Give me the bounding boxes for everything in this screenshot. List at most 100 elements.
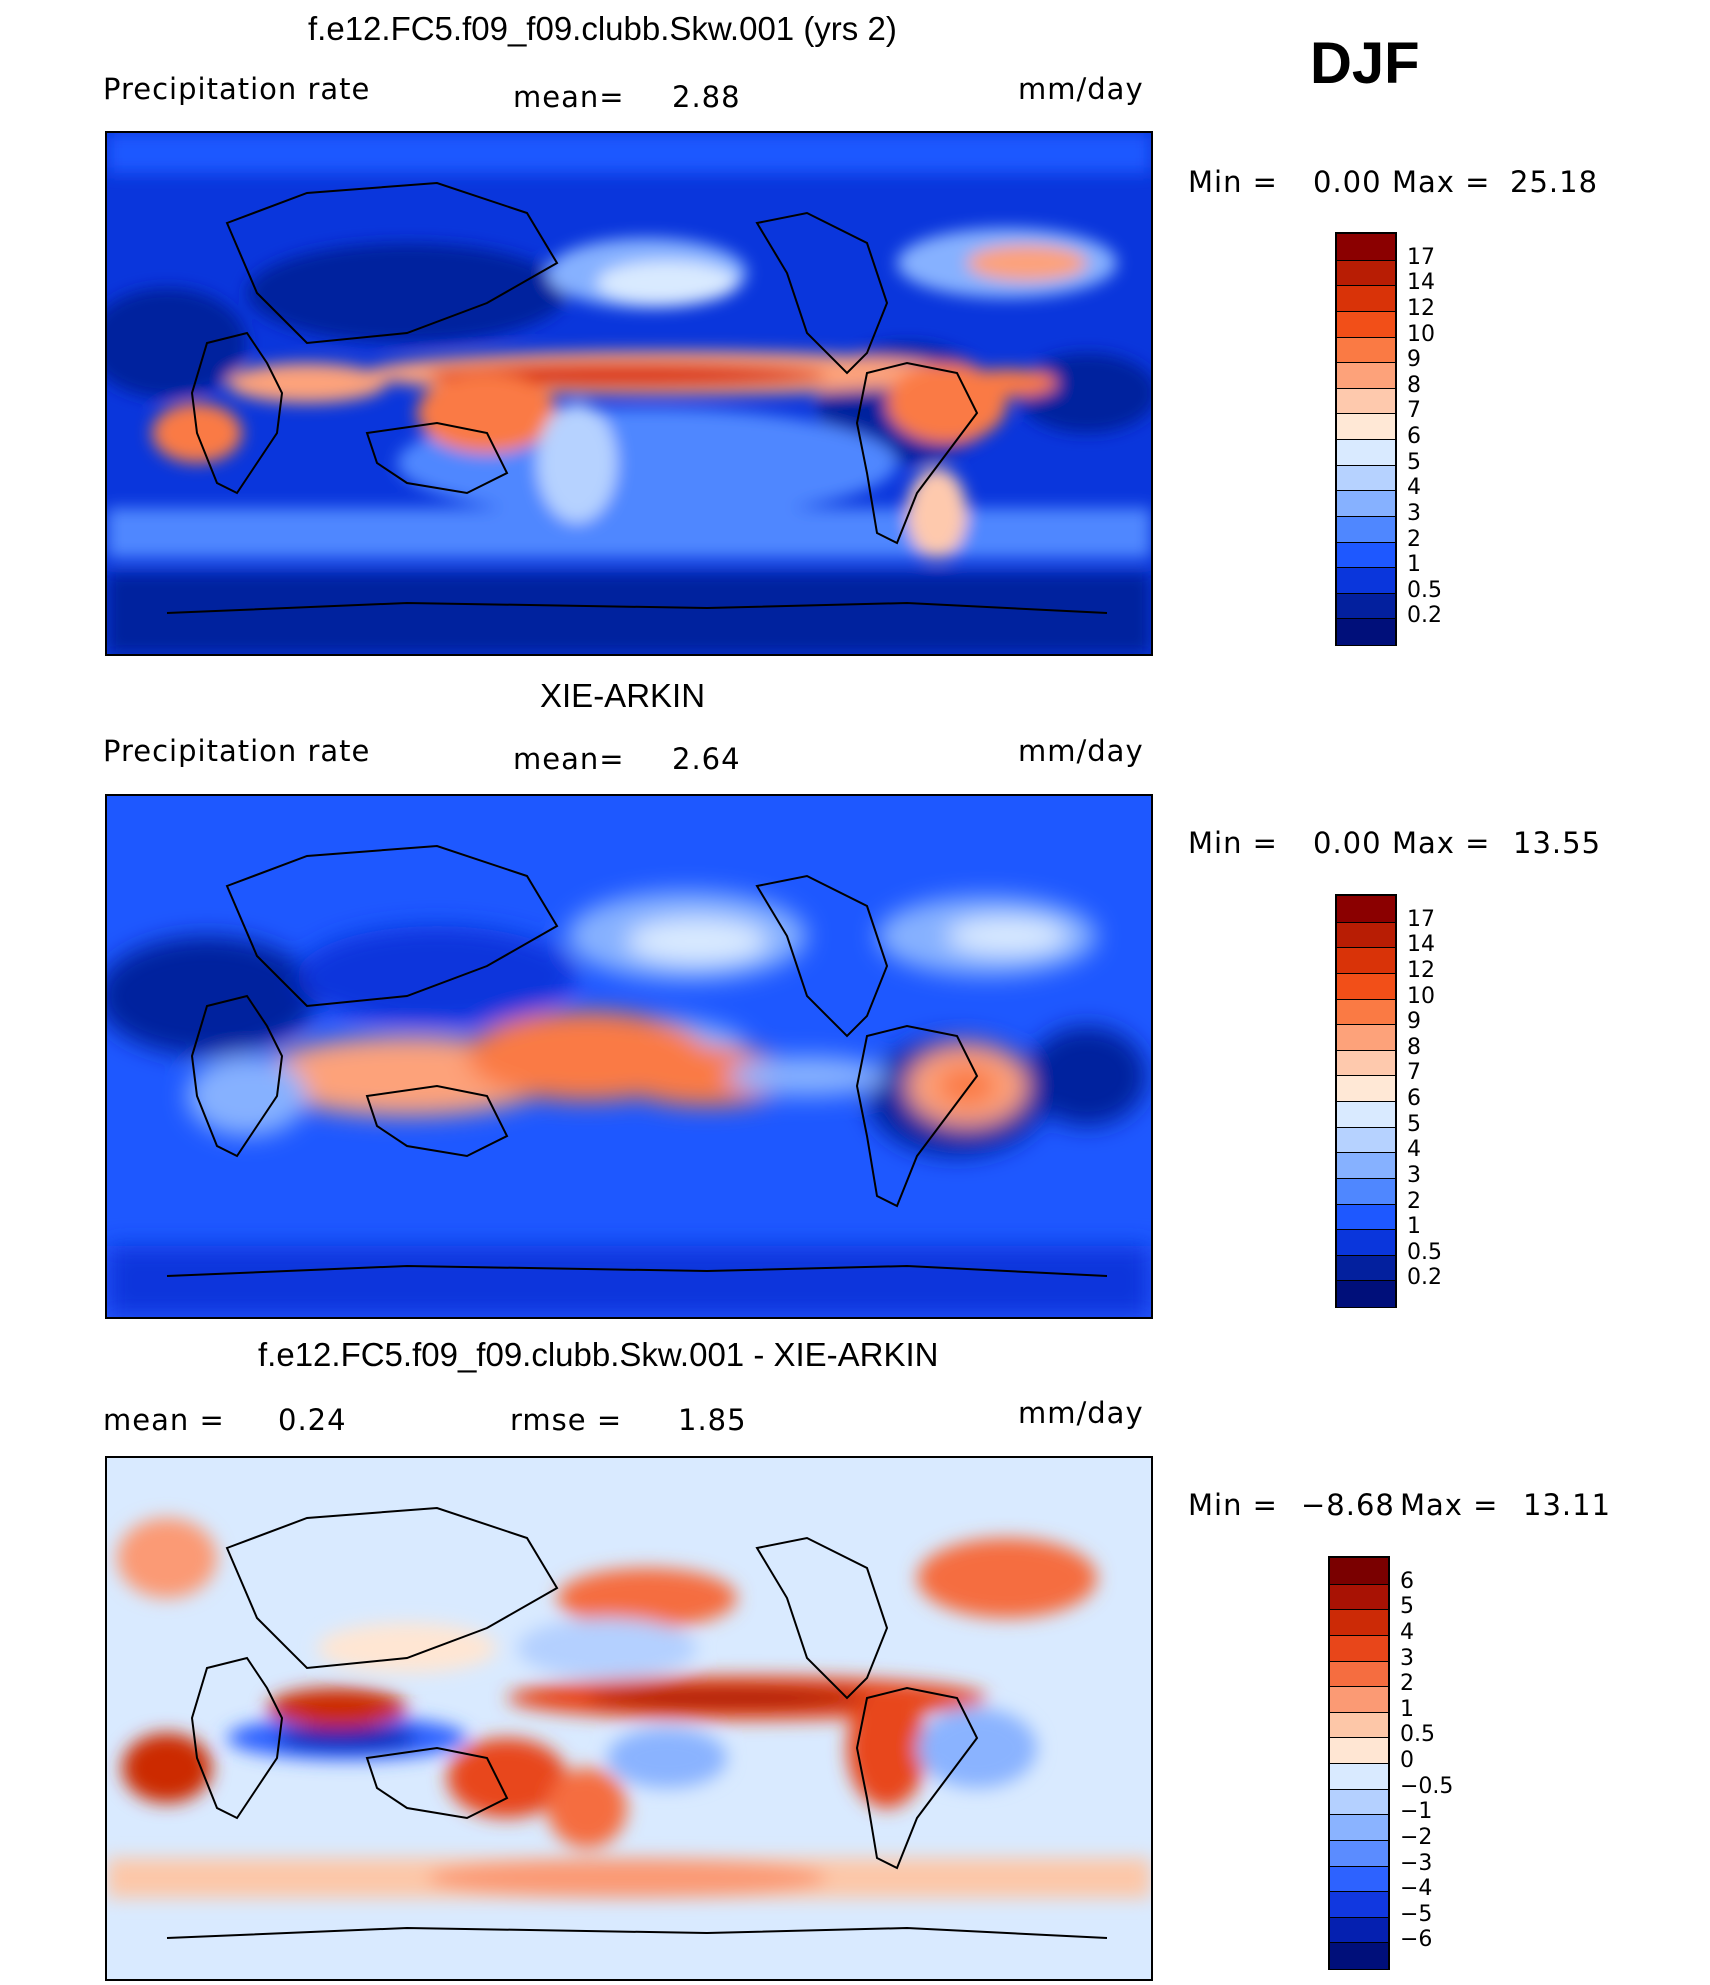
colorbar-swatch [1337, 387, 1395, 415]
colorbar-label: 6 [1400, 1568, 1414, 1594]
panel1-min-label: Min = [1188, 165, 1278, 199]
colorbar-swatch [1330, 1660, 1388, 1688]
colorbar-swatch [1337, 336, 1395, 364]
panel2-variable-label: Precipitation rate [103, 734, 371, 768]
colorbar-label: 12 [1407, 295, 1435, 321]
colorbar-swatch [1337, 515, 1395, 543]
colorbar-swatch [1337, 1177, 1395, 1205]
colorbar-label: 0.2 [1407, 1265, 1442, 1291]
colorbar-swatch [1337, 1152, 1395, 1179]
panel3-map-field [107, 1458, 1151, 1979]
panel3-units: mm/day [1018, 1396, 1144, 1430]
colorbar-swatch [1337, 998, 1395, 1026]
colorbar-label: 0.5 [1407, 577, 1442, 603]
colorbar-swatch [1337, 592, 1395, 620]
colorbar-swatch [1337, 1203, 1395, 1231]
colorbar-swatch [1337, 1280, 1395, 1307]
colorbar-swatch [1330, 1737, 1388, 1764]
colorbar-label: 1 [1407, 1214, 1421, 1240]
colorbar-swatch [1337, 490, 1395, 517]
colorbar-label: 8 [1407, 372, 1421, 398]
colorbar-label: 9 [1407, 1009, 1421, 1035]
colorbar-swatch [1337, 1075, 1395, 1102]
panel3-mean-value: 0.24 [278, 1403, 347, 1437]
colorbar-swatch [1337, 1254, 1395, 1282]
panel3-title: f.e12.FC5.f09_f09.clubb.Skw.001 - XIE-AR… [258, 1336, 939, 1373]
panel1-variable-label: Precipitation rate [103, 72, 371, 106]
colorbar-swatch [1337, 413, 1395, 440]
colorbar-label: 6 [1407, 424, 1421, 449]
colorbar-label: 0.5 [1400, 1722, 1435, 1748]
panel3-mean-label: mean = [103, 1403, 225, 1437]
panel1-map [105, 131, 1153, 656]
colorbar-label: 10 [1407, 321, 1435, 347]
colorbar-swatch [1337, 1101, 1395, 1128]
panel1-max-value: 25.18 [1510, 165, 1599, 199]
colorbar-swatch [1337, 947, 1395, 974]
panel3-min-value: −8.68 [1301, 1488, 1395, 1522]
panel2-map-field [107, 796, 1151, 1317]
colorbar-label: 8 [1407, 1034, 1421, 1060]
colorbar-label: −5 [1400, 1901, 1433, 1927]
panel2-min-value: 0.00 [1313, 826, 1382, 860]
colorbar-swatch [1330, 1916, 1388, 1944]
colorbar-swatch [1330, 1686, 1388, 1713]
colorbar-label: −0.5 [1400, 1773, 1454, 1799]
panel3-max-value: 13.11 [1523, 1488, 1612, 1522]
panel1-colorbar [1335, 232, 1397, 646]
colorbar-swatch [1337, 464, 1395, 492]
colorbar-swatch [1337, 1049, 1395, 1077]
colorbar-swatch [1337, 1126, 1395, 1154]
colorbar-label: 5 [1407, 449, 1421, 475]
colorbar-label: 5 [1400, 1594, 1414, 1620]
panel3-min-label: Min = [1188, 1488, 1278, 1522]
panel1-min-value: 0.00 [1313, 165, 1382, 199]
colorbar-swatch [1330, 1763, 1388, 1790]
colorbar-swatch [1330, 1788, 1388, 1816]
panel1-title: f.e12.FC5.f09_f09.clubb.Skw.001 (yrs 2) [308, 10, 897, 47]
colorbar-swatch [1337, 972, 1395, 1000]
colorbar-label: 0.2 [1407, 603, 1442, 629]
colorbar-swatch [1337, 921, 1395, 949]
colorbar-label: 0.5 [1407, 1239, 1442, 1265]
panel2-title: XIE-ARKIN [540, 677, 706, 714]
colorbar-label: 1 [1400, 1696, 1414, 1722]
panel3-max-label: Max = [1400, 1488, 1499, 1522]
colorbar-label: −1 [1400, 1799, 1433, 1825]
colorbar-swatch [1330, 1609, 1388, 1636]
colorbar-label: −6 [1400, 1927, 1433, 1953]
colorbar-swatch [1337, 618, 1395, 645]
colorbar-label: 3 [1400, 1645, 1414, 1671]
colorbar-swatch [1337, 259, 1395, 287]
colorbar-swatch [1337, 896, 1395, 922]
colorbar-label: 14 [1407, 932, 1435, 958]
panel2-units: mm/day [1018, 734, 1144, 768]
colorbar-label: 14 [1407, 270, 1435, 296]
panel2-max-label: Max = [1392, 826, 1491, 860]
panel1-units: mm/day [1018, 72, 1144, 106]
colorbar-label: 4 [1407, 1137, 1421, 1163]
colorbar-label: 17 [1407, 244, 1435, 270]
colorbar-label: 4 [1400, 1619, 1414, 1645]
colorbar-swatch [1330, 1942, 1388, 1969]
colorbar-swatch [1337, 1024, 1395, 1051]
colorbar-label: 12 [1407, 957, 1435, 983]
colorbar-label: 2 [1407, 1188, 1421, 1214]
colorbar-label: 1 [1407, 552, 1421, 578]
panel2-map [105, 794, 1153, 1319]
panel1-mean-label: mean= [513, 80, 625, 114]
colorbar-swatch [1337, 234, 1395, 260]
colorbar-swatch [1330, 1865, 1388, 1893]
colorbar-label: 2 [1407, 526, 1421, 552]
colorbar-label: 3 [1407, 500, 1421, 526]
panel3-colorbar [1328, 1556, 1390, 1970]
colorbar-swatch [1330, 1634, 1388, 1662]
colorbar-label: −2 [1400, 1824, 1433, 1850]
colorbar-label: 0 [1400, 1748, 1414, 1773]
colorbar-label: 7 [1407, 398, 1421, 424]
panel1-max-label: Max = [1392, 165, 1491, 199]
panel3-rmse-value: 1.85 [678, 1403, 747, 1437]
colorbar-label: 4 [1407, 475, 1421, 501]
colorbar-label: 6 [1407, 1086, 1421, 1111]
colorbar-swatch [1337, 1229, 1395, 1256]
